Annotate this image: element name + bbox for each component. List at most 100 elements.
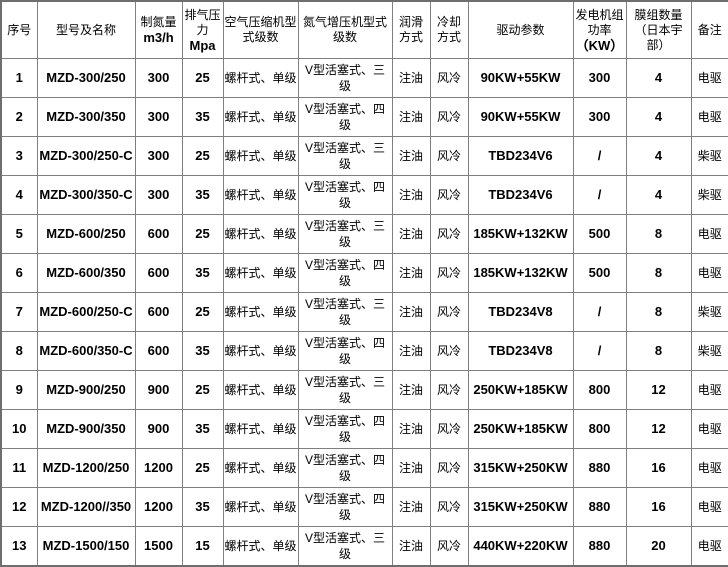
cell-generator_power: / (572, 175, 627, 215)
cell-index: 5 (0, 214, 38, 254)
cell-index: 4 (0, 175, 38, 215)
cell-booster: V型活塞式、三级 (297, 136, 393, 176)
cell-model: MZD-300/350-C (36, 175, 136, 215)
cell-generator_power: / (572, 136, 627, 176)
cell-membrane_count: 4 (625, 58, 692, 98)
cell-cooling: 风冷 (429, 409, 469, 449)
cell-pressure: 15 (181, 526, 224, 567)
cell-cooling: 风冷 (429, 58, 469, 98)
table-row: 8 MZD-600/350-C 600 35 螺杆式、单级 V型活塞式、四级 注油 风冷 TBD… (0, 331, 728, 371)
cell-cooling: 风冷 (429, 370, 469, 410)
table-row: 10 MZD-900/350 900 35 螺杆式、单级 V型活塞式、四级 注油 风冷 250K… (0, 409, 728, 449)
table-row: 3 MZD-300/250-C 300 25 螺杆式、单级 V型活塞式、三级 注油 风冷 TBD… (0, 136, 728, 176)
cell-model: MZD-600/250 (36, 214, 136, 254)
cell-capacity: 600 (134, 253, 183, 293)
cell-booster: V型活塞式、四级 (297, 448, 393, 488)
cell-air_compressor: 螺杆式、单级 (222, 214, 299, 254)
cell-model: MZD-900/250 (36, 370, 136, 410)
cell-air_compressor: 螺杆式、单级 (222, 526, 299, 567)
cell-index: 1 (0, 58, 38, 98)
cell-membrane_count: 4 (625, 136, 692, 176)
cell-air_compressor: 螺杆式、单级 (222, 448, 299, 488)
header-cell-remark: 备注 (690, 0, 728, 59)
cell-generator_power: / (572, 292, 627, 332)
cell-booster: V型活塞式、四级 (297, 331, 393, 371)
cell-drive: 440KW+220KW (467, 526, 574, 567)
cell-drive: 315KW+250KW (467, 448, 574, 488)
cell-capacity: 600 (134, 292, 183, 332)
cell-generator_power: / (572, 331, 627, 371)
cell-membrane_count: 4 (625, 175, 692, 215)
cell-remark: 电驱 (690, 97, 728, 137)
cell-drive: 185KW+132KW (467, 214, 574, 254)
header-cell-booster: 氮气增压机型式 级数 (297, 0, 393, 59)
table-row: 11 MZD-1200/250 1200 25 螺杆式、单级 V型活塞式、四级 注油 风冷 31… (0, 448, 728, 488)
cell-generator_power: 800 (572, 370, 627, 410)
table-row: 13 MZD-1500/150 1500 15 螺杆式、单级 V型活塞式、三级 注油 风冷 44… (0, 526, 728, 567)
cell-lubrication: 注油 (391, 487, 431, 527)
cell-cooling: 风冷 (429, 292, 469, 332)
table-row: 12 MZD-1200//350 1200 35 螺杆式、单级 V型活塞式、四级 注油 风冷 3… (0, 487, 728, 527)
cell-cooling: 风冷 (429, 175, 469, 215)
header-cell-capacity: 制氮量 m3/h (134, 0, 183, 59)
header-cell-membrane_count: 膜组数量 （日本宇 部） (625, 0, 692, 59)
cell-pressure: 25 (181, 136, 224, 176)
cell-capacity: 900 (134, 409, 183, 449)
cell-air_compressor: 螺杆式、单级 (222, 175, 299, 215)
cell-lubrication: 注油 (391, 370, 431, 410)
cell-drive: 250KW+185KW (467, 370, 574, 410)
cell-cooling: 风冷 (429, 214, 469, 254)
cell-generator_power: 300 (572, 58, 627, 98)
cell-membrane_count: 20 (625, 526, 692, 567)
header-cell-air_compressor: 空气压缩机型 式级数 (222, 0, 299, 59)
cell-membrane_count: 12 (625, 409, 692, 449)
cell-lubrication: 注油 (391, 58, 431, 98)
cell-generator_power: 500 (572, 214, 627, 254)
cell-lubrication: 注油 (391, 448, 431, 488)
header-cell-pressure: 排气压力 Mpa (181, 0, 224, 59)
cell-capacity: 1200 (134, 487, 183, 527)
cell-pressure: 35 (181, 253, 224, 293)
cell-air_compressor: 螺杆式、单级 (222, 370, 299, 410)
cell-model: MZD-300/250 (36, 58, 136, 98)
cell-booster: V型活塞式、三级 (297, 370, 393, 410)
cell-model: MZD-300/350 (36, 97, 136, 137)
cell-booster: V型活塞式、四级 (297, 253, 393, 293)
cell-drive: TBD234V8 (467, 292, 574, 332)
cell-air_compressor: 螺杆式、单级 (222, 97, 299, 137)
header-row: 序号 型号及名称 制氮量 m3/h 排气压力 Mpa 空气压缩机型 式级数 氮气增压机型式 级数润… (0, 0, 728, 59)
cell-membrane_count: 8 (625, 253, 692, 293)
cell-model: MZD-1200//350 (36, 487, 136, 527)
cell-membrane_count: 8 (625, 292, 692, 332)
cell-drive: 90KW+55KW (467, 58, 574, 98)
cell-pressure: 25 (181, 370, 224, 410)
cell-booster: V型活塞式、三级 (297, 526, 393, 567)
cell-membrane_count: 12 (625, 370, 692, 410)
cell-index: 13 (0, 526, 38, 567)
cell-membrane_count: 16 (625, 448, 692, 488)
cell-booster: V型活塞式、四级 (297, 175, 393, 215)
cell-pressure: 25 (181, 448, 224, 488)
cell-model: MZD-600/350-C (36, 331, 136, 371)
cell-air_compressor: 螺杆式、单级 (222, 253, 299, 293)
cell-index: 11 (0, 448, 38, 488)
header-cell-drive: 驱动参数 (467, 0, 574, 59)
cell-pressure: 35 (181, 97, 224, 137)
cell-booster: V型活塞式、三级 (297, 292, 393, 332)
cell-pressure: 25 (181, 292, 224, 332)
cell-pressure: 35 (181, 331, 224, 371)
cell-index: 3 (0, 136, 38, 176)
cell-capacity: 600 (134, 214, 183, 254)
cell-remark: 电驱 (690, 448, 728, 488)
cell-lubrication: 注油 (391, 97, 431, 137)
cell-index: 7 (0, 292, 38, 332)
cell-lubrication: 注油 (391, 214, 431, 254)
cell-pressure: 35 (181, 409, 224, 449)
cell-air_compressor: 螺杆式、单级 (222, 487, 299, 527)
cell-air_compressor: 螺杆式、单级 (222, 58, 299, 98)
table-row: 9 MZD-900/250 900 25 螺杆式、单级 V型活塞式、三级 注油 风冷 250KW… (0, 370, 728, 410)
cell-drive: TBD234V6 (467, 175, 574, 215)
cell-cooling: 风冷 (429, 487, 469, 527)
header-cell-index: 序号 (0, 0, 38, 59)
